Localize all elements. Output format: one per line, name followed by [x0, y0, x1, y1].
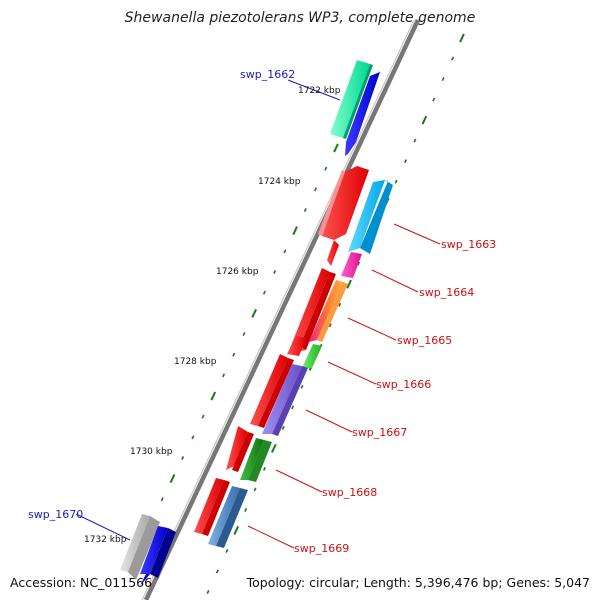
- ring-dot: [169, 474, 176, 484]
- ring-dot: [324, 166, 328, 171]
- ring-dot: [394, 179, 398, 184]
- ring-dot: [333, 143, 339, 153]
- ring-dot: [314, 187, 318, 192]
- ring-dot: [281, 425, 285, 430]
- ring-dot: [201, 414, 205, 419]
- ring-dot: [300, 384, 304, 389]
- tick-label-1730: 1730 kbp: [130, 447, 173, 457]
- ring-dot: [191, 435, 195, 440]
- gene-label-swp-1667[interactable]: swp_1667: [352, 426, 407, 439]
- ring-dot: [421, 115, 428, 125]
- ring-dot: [232, 352, 236, 357]
- gene-label-swp-1665[interactable]: swp_1665: [397, 334, 452, 347]
- topology-text: Topology: circular; Length: 5,396,476 bp…: [246, 575, 590, 590]
- ring-dot: [346, 279, 352, 289]
- gene-feature-1665-red[interactable]: [290, 268, 330, 352]
- ring-dot: [270, 443, 277, 453]
- genome-backbone: [143, 19, 421, 600]
- ring-dot: [242, 332, 246, 336]
- ring-dot: [413, 138, 417, 143]
- ring-dot: [328, 323, 332, 328]
- gene-label-swp-1670[interactable]: swp_1670: [28, 508, 83, 521]
- ring-dot: [222, 373, 226, 378]
- ring-dot: [251, 308, 258, 318]
- gene-feature-1662b[interactable]: [345, 72, 380, 156]
- ring-dot: [210, 391, 217, 401]
- backbone-highlight: [141, 19, 415, 600]
- ring-dot: [303, 208, 307, 212]
- tick-label-1726: 1726 kbp: [216, 267, 259, 277]
- gene-feature-1668[interactable]: [240, 438, 264, 480]
- gene-feature-1668-red[interactable]: [226, 426, 248, 470]
- ring-dot: [244, 507, 248, 512]
- ring-dot: [459, 33, 465, 43]
- ring-dot: [404, 159, 408, 164]
- gene-label-swp-1668[interactable]: swp_1668: [322, 486, 377, 499]
- gene-label-swp-1663[interactable]: swp_1663: [441, 238, 496, 251]
- ring-dot: [357, 261, 361, 266]
- ring-dot: [292, 226, 298, 236]
- ring-dot: [215, 569, 219, 574]
- ring-dot: [262, 290, 266, 295]
- gene-label-swp-1666[interactable]: swp_1666: [376, 378, 431, 391]
- gene-feature-1664[interactable]: [341, 252, 362, 278]
- gene-feature-1670-gray[interactable]: [120, 514, 150, 572]
- gene-feature-1667[interactable]: [262, 364, 302, 434]
- gene-feature-1662a[interactable]: [330, 60, 370, 138]
- outer-dotted-ring: [206, 33, 465, 594]
- map-title: Shewanella piezotolerans WP3, complete g…: [125, 10, 476, 26]
- ring-dot: [233, 525, 240, 535]
- gene-label-swp-1664[interactable]: swp_1664: [419, 286, 474, 299]
- ring-dot: [441, 77, 445, 82]
- gene-feature-1669-red[interactable]: [194, 478, 224, 534]
- tick-label-1722: 1722 kbp: [298, 86, 341, 96]
- gene-feature-1663-red[interactable]: [322, 166, 369, 240]
- gene-label-swp-1662[interactable]: swp_1662: [240, 68, 295, 81]
- ring-dot: [206, 590, 210, 594]
- ring-dot: [273, 270, 277, 274]
- gene-label-swp-1669[interactable]: swp_1669: [294, 542, 349, 555]
- inner-dotted-ring: [150, 143, 339, 522]
- gene-feature-1663[interactable]: [348, 180, 385, 252]
- ring-dot: [225, 548, 229, 553]
- gene-feature-1667-red[interactable]: [250, 354, 288, 426]
- ring-dot: [432, 97, 436, 102]
- gene-feature-1669[interactable]: [208, 486, 240, 546]
- ring-dot: [338, 302, 342, 307]
- ring-dot: [451, 56, 455, 61]
- ring-dot: [160, 497, 164, 502]
- tick-label-1732: 1732 kbp: [84, 535, 127, 545]
- accession-text: Accession: NC_011566: [10, 575, 152, 590]
- ring-dot: [283, 249, 287, 254]
- ring-dot: [262, 466, 266, 471]
- gene-feature-1666[interactable]: [302, 344, 322, 368]
- gene-features: [120, 60, 393, 586]
- leader-lines: [75, 79, 441, 549]
- gene-feature-1665[interactable]: [309, 280, 343, 342]
- tick-label-1728: 1728 kbp: [174, 357, 217, 367]
- ring-dot: [181, 456, 185, 460]
- tick-label-1724: 1724 kbp: [258, 177, 301, 187]
- gene-feature-1670[interactable]: [140, 526, 168, 574]
- ring-dot: [253, 487, 257, 492]
- ring-dot: [291, 405, 295, 410]
